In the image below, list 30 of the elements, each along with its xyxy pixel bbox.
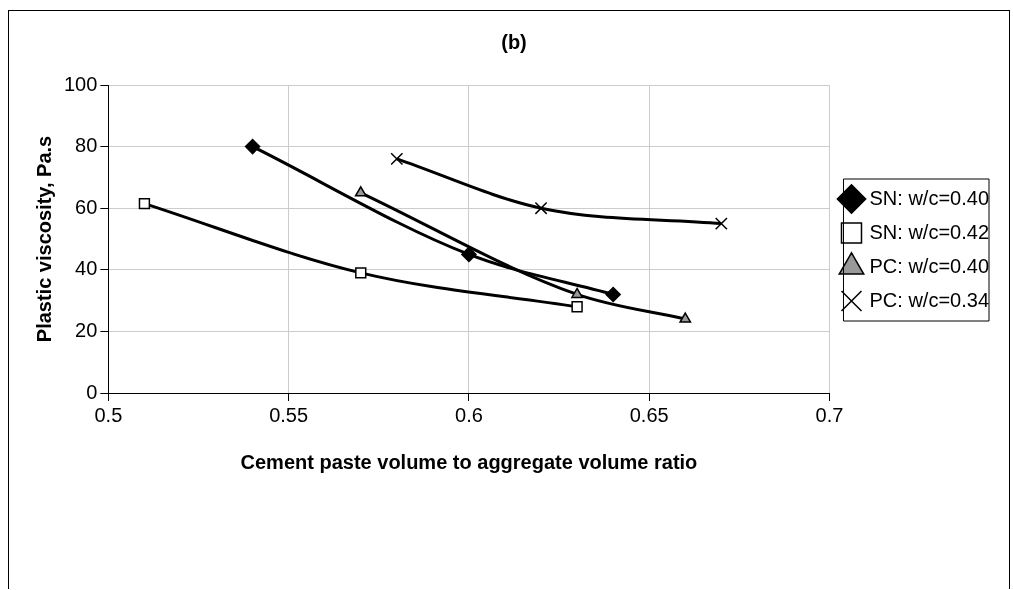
x-tick-label: 0.5 (94, 403, 123, 426)
y-tick-label: 100 (63, 72, 98, 95)
point (138, 197, 151, 210)
x-tick-label: 0.6 (455, 403, 483, 426)
y-axis-title: Plastic viscosity, Pa.s (32, 135, 55, 343)
point (605, 286, 621, 303)
chart-title: (b) (501, 30, 527, 53)
y-tick-label: 80 (75, 134, 98, 157)
y-tick-label: 40 (75, 257, 98, 280)
point (244, 138, 261, 155)
point (390, 152, 404, 166)
point (534, 201, 548, 215)
legend-label: SN: w/c=0.42 (869, 220, 990, 243)
point (571, 287, 584, 299)
point (461, 246, 477, 263)
legend-label: PC: w/c=0.40 (869, 254, 990, 277)
point (679, 312, 692, 323)
legend-label: PC: w/c=0.34 (869, 288, 990, 311)
x-tick-label: 0.55 (269, 403, 309, 426)
x-axis-title: Cement paste volume to aggregate volume ratio (240, 450, 698, 473)
y-tick-label: 20 (75, 318, 98, 341)
point (354, 186, 367, 197)
legend-label: SN: w/c=0.40 (869, 186, 990, 209)
x-tick-label: 0.65 (629, 403, 669, 426)
x-tick-label: 0.7 (815, 403, 844, 426)
y-tick-label: 0 (86, 380, 98, 403)
y-tick-label: 60 (75, 195, 98, 218)
point (355, 267, 367, 279)
point (571, 301, 583, 313)
point (714, 217, 728, 231)
